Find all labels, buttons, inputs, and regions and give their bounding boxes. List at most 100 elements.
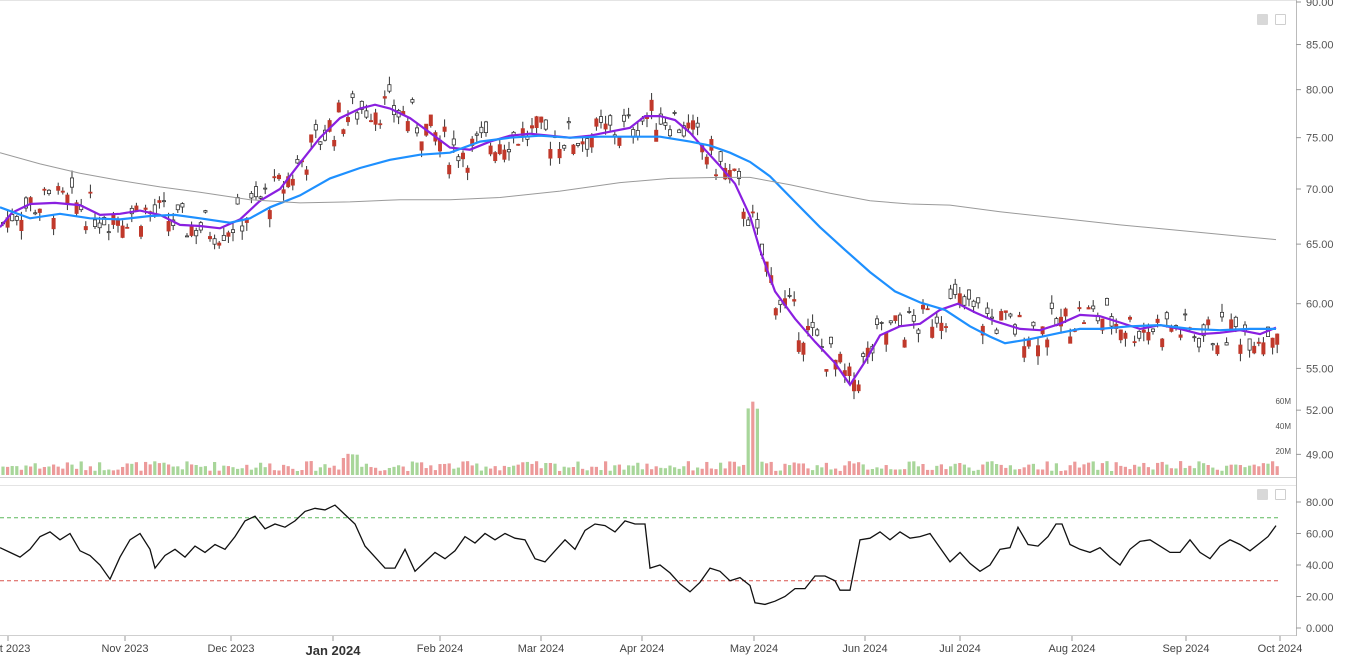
candle-up <box>829 336 834 345</box>
candle-down <box>1100 318 1105 331</box>
volume-bar <box>410 461 414 475</box>
volume-bar <box>1027 464 1031 475</box>
volume-bar <box>1197 461 1201 475</box>
volume-bar <box>769 461 773 475</box>
moving-average-line <box>0 152 1277 241</box>
volume-bar <box>433 470 437 475</box>
volume-bar <box>153 461 157 475</box>
collapse-icon[interactable] <box>1257 489 1268 500</box>
volume-bar <box>1275 466 1279 475</box>
volume-bar <box>401 466 405 475</box>
volume-bar <box>88 466 92 475</box>
candle-down <box>345 117 350 123</box>
candle-down <box>465 167 470 173</box>
volume-bar <box>512 465 516 475</box>
candle-down <box>930 326 935 338</box>
volume-bar <box>1234 464 1238 475</box>
candle-up <box>230 229 235 233</box>
osc-tick-label: 20.00 <box>1306 592 1334 604</box>
candle-up <box>295 159 300 164</box>
candle-up <box>1210 343 1215 346</box>
osc-tick-label: 60.00 <box>1306 529 1334 541</box>
candle-down <box>120 225 125 238</box>
volume-bar <box>176 466 180 475</box>
volume-bar <box>972 470 976 475</box>
volume-bar <box>1142 462 1146 475</box>
volume-bar <box>562 466 566 475</box>
volume-bar <box>627 465 631 475</box>
candle-up <box>175 204 180 211</box>
candle-up <box>102 216 107 226</box>
candle-up <box>911 314 916 322</box>
candle-down <box>1215 345 1220 355</box>
volume-bar <box>1054 463 1058 475</box>
candle-down <box>125 226 130 229</box>
candle-down <box>74 202 79 214</box>
candle-down <box>1086 307 1091 310</box>
volume-bar <box>834 468 838 475</box>
volume-bar <box>447 463 451 475</box>
volume-bar <box>300 470 304 475</box>
candle-down <box>19 219 24 232</box>
candle-up <box>253 186 258 198</box>
price-tick-label: 52.00 <box>1306 405 1334 417</box>
candle-down <box>42 188 47 191</box>
volume-bar <box>1137 466 1141 475</box>
volume-bar <box>493 466 497 475</box>
price-tick-label: 85.00 <box>1306 40 1334 52</box>
volume-bar <box>1018 469 1022 475</box>
download-icon[interactable] <box>1257 14 1268 25</box>
volume-bar <box>180 469 184 475</box>
candle-down <box>368 120 373 123</box>
candle-up <box>1031 321 1036 327</box>
price-tick-label: 60.00 <box>1306 299 1334 311</box>
volume-bar <box>663 468 667 475</box>
candle-up <box>1192 336 1197 339</box>
candle-down <box>1128 316 1133 320</box>
candle-down <box>1160 338 1165 348</box>
volume-bar <box>222 465 226 475</box>
volume-tick-label: 40M <box>1275 422 1291 431</box>
candle-down <box>594 118 599 127</box>
candle-down <box>1206 319 1211 326</box>
volume-bar <box>1151 469 1155 475</box>
volume-bar <box>217 470 221 475</box>
candle-down <box>750 211 755 214</box>
candle-down <box>309 134 314 143</box>
price-tick-label: 65.00 <box>1306 239 1334 251</box>
candle-up <box>161 200 166 203</box>
candle-up <box>1013 324 1018 335</box>
volume-bar <box>328 467 332 475</box>
x-tick-label: Feb 2024 <box>417 643 463 655</box>
volume-bar <box>102 470 106 475</box>
volume-bar <box>571 467 575 475</box>
expand-icon[interactable] <box>1275 14 1286 25</box>
candle-up <box>1183 313 1188 316</box>
expand-icon[interactable] <box>1275 489 1286 500</box>
volume-bar <box>590 466 594 475</box>
candle-up <box>1091 305 1096 310</box>
candle-up <box>23 197 28 209</box>
candle-down <box>493 152 498 162</box>
volume-bar <box>1128 469 1132 475</box>
volume-bar <box>1238 465 1242 475</box>
volume-bar <box>1045 461 1049 475</box>
candle-up <box>916 329 921 334</box>
volume-bar <box>539 468 543 475</box>
candle-up <box>695 122 700 128</box>
volume-bar <box>847 461 851 475</box>
candle-down <box>1132 341 1137 344</box>
volume-bar <box>10 466 14 475</box>
candle-up <box>608 115 613 126</box>
candle-up <box>221 234 226 241</box>
volume-bar <box>737 466 741 475</box>
volume-bar <box>277 470 281 475</box>
candle-up <box>70 177 75 188</box>
candle-down <box>548 149 553 159</box>
volume-bar <box>295 470 299 475</box>
candle-down <box>980 325 985 336</box>
axes-layer: 90.00 85.00 80.00 75.00 70.00 65.00 60.00 55.00… <box>0 0 1334 658</box>
candle-up <box>106 231 111 234</box>
candle-up <box>387 84 392 92</box>
